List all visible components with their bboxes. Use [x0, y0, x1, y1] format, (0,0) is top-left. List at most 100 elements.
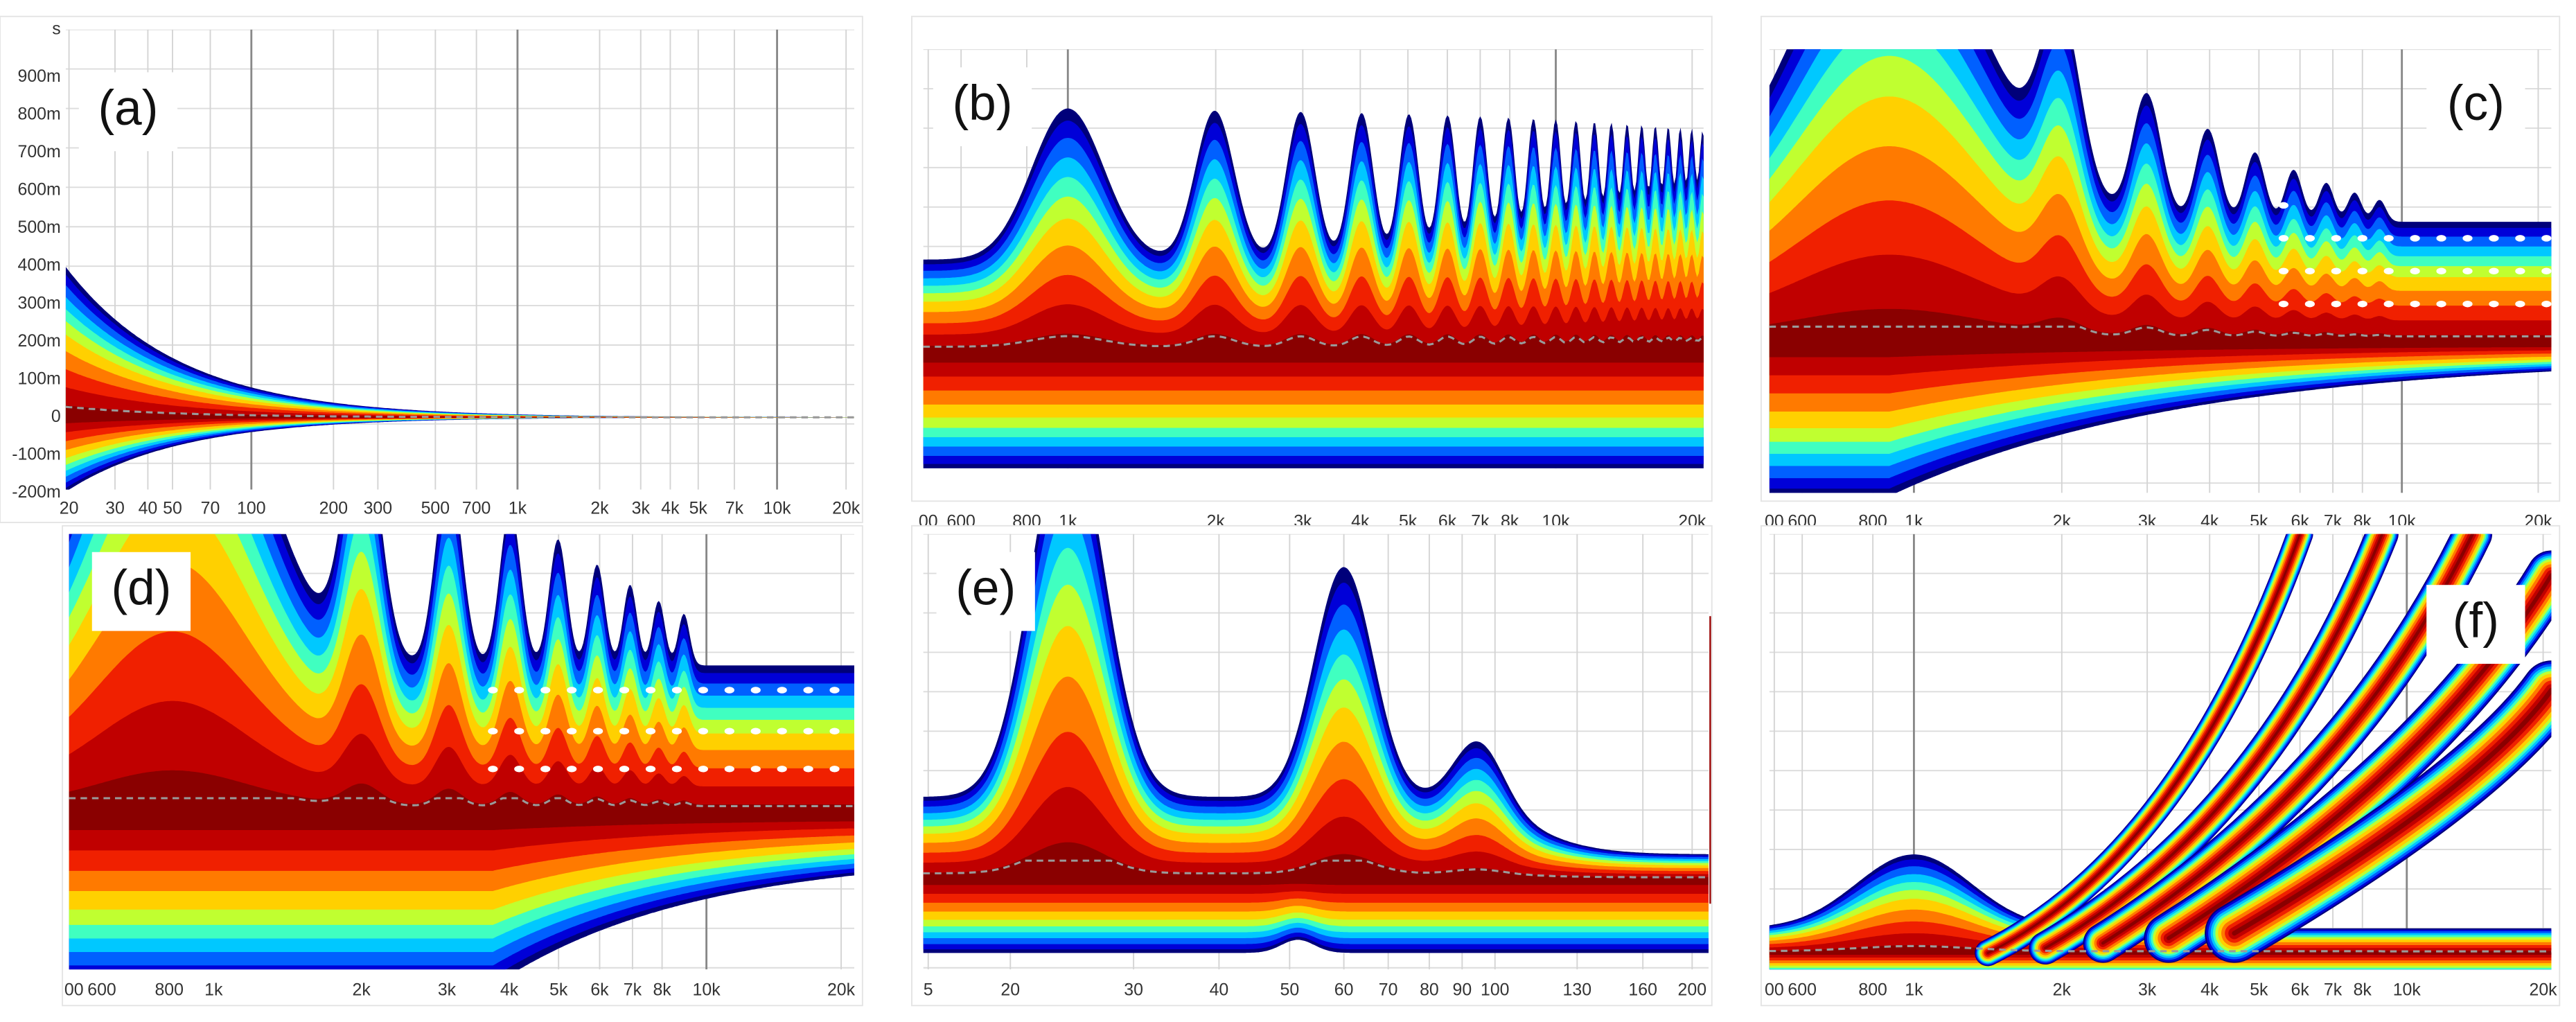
- x-tick-label: 50: [1280, 980, 1300, 1000]
- y-tick-label: 800m: [18, 105, 61, 124]
- hole: [619, 728, 630, 735]
- hole: [671, 728, 682, 735]
- panel: 00 600 800 1k 2k 3k 4k 5k 6k 7k 8k 10k 20k (f): [1760, 525, 2561, 1007]
- hole: [2278, 267, 2289, 275]
- hole: [488, 687, 498, 694]
- hole: [645, 728, 656, 735]
- heat-band: [65, 297, 855, 477]
- x-tick-label: 6k: [2291, 980, 2310, 1000]
- hole: [671, 687, 682, 694]
- y-tick-label: 300m: [18, 293, 61, 312]
- x-tick-label: 5k: [549, 980, 568, 1000]
- x-tick-label: 7k: [624, 980, 642, 1000]
- hole: [2278, 300, 2289, 308]
- hole: [2331, 267, 2341, 275]
- hole: [645, 687, 656, 694]
- panel: 00 600 800 1k 2k 3k 4k 5k 6k 7k 8k 10k 20k (d): [62, 525, 863, 1007]
- hole: [2436, 300, 2446, 308]
- hole: [2357, 235, 2367, 242]
- x-tick-label: 1k: [204, 980, 223, 1000]
- x-tick-label: 70: [201, 499, 220, 518]
- x-tick-label: 00: [64, 980, 84, 1000]
- hole: [2304, 300, 2315, 308]
- hole: [803, 687, 813, 694]
- x-tick-label: 30: [105, 499, 125, 518]
- x-tick-label: 4k: [661, 499, 680, 518]
- x-tick-label: 4k: [500, 980, 519, 1000]
- group-delay-line: [923, 859, 1709, 879]
- y-tick-label: 0: [51, 407, 61, 426]
- x-tick-label: 300: [364, 499, 393, 518]
- x-tick-label: 600: [87, 980, 116, 1000]
- hole: [2489, 300, 2499, 308]
- group-delay-line: [1769, 325, 2552, 337]
- hole: [750, 766, 761, 773]
- hole: [2436, 235, 2446, 242]
- hole: [514, 728, 524, 735]
- hole: [2278, 235, 2289, 242]
- plot-area: [923, 534, 1709, 970]
- x-tick-label: 1k: [1905, 980, 1923, 1000]
- hole: [540, 766, 551, 773]
- x-tick-label: 5k: [2250, 980, 2268, 1000]
- hole: [514, 766, 524, 773]
- hole: [698, 766, 708, 773]
- hole: [2489, 235, 2499, 242]
- hole: [698, 687, 708, 694]
- plot-area: [65, 29, 855, 490]
- x-tick-label: 8k: [2354, 980, 2372, 1000]
- x-tick-label: 7k: [725, 499, 744, 518]
- y-tick-label: 600m: [18, 180, 61, 200]
- hole: [2357, 267, 2367, 275]
- hole: [488, 728, 498, 735]
- heat-band: [1769, 308, 2552, 358]
- hole: [514, 687, 524, 694]
- hole: [2489, 267, 2499, 275]
- x-tick-label: 2k: [2053, 980, 2072, 1000]
- hole: [2541, 300, 2552, 308]
- hole: [619, 766, 630, 773]
- x-tick-label: 200: [319, 499, 349, 518]
- x-tick-label: 5: [924, 980, 933, 1000]
- group-delay-line: [1769, 944, 2552, 953]
- hole: [592, 728, 603, 735]
- heat-band: [65, 321, 855, 466]
- heat-stripe: [2232, 687, 2552, 936]
- x-tick-label: 40: [1210, 980, 1229, 1000]
- panel-label: (c): [2447, 76, 2505, 131]
- x-tick-label: 2k: [353, 980, 371, 1000]
- x-tick-label: 30: [1124, 980, 1143, 1000]
- hole: [2383, 267, 2394, 275]
- hole: [2515, 267, 2525, 275]
- hole: [724, 687, 734, 694]
- hole: [2304, 235, 2315, 242]
- x-tick-label: 700: [462, 499, 491, 518]
- group-delay-line: [923, 335, 1703, 348]
- label-background: [936, 552, 1035, 631]
- hole: [2383, 235, 2394, 242]
- hole: [2410, 300, 2420, 308]
- hole: [592, 687, 603, 694]
- y-tick-label: -200m: [12, 482, 61, 502]
- hole: [829, 766, 840, 773]
- group-delay-line: [69, 797, 855, 807]
- hole: [2410, 267, 2420, 275]
- panel-label: (f): [2453, 594, 2499, 649]
- heat-stripe: [2044, 534, 2384, 950]
- hole: [724, 728, 734, 735]
- hole: [488, 766, 498, 773]
- hole: [777, 766, 787, 773]
- hole: [698, 728, 708, 735]
- x-tick-label: 70: [1379, 980, 1398, 1000]
- hole: [2462, 300, 2473, 308]
- hole: [829, 728, 840, 735]
- x-tick-label: 1k: [509, 499, 527, 518]
- label-background: [91, 552, 191, 631]
- heat-band: [65, 274, 855, 488]
- hole: [671, 766, 682, 773]
- x-tick-label: 100: [1481, 980, 1510, 1000]
- hole: [567, 728, 577, 735]
- hole: [2436, 267, 2446, 275]
- hole: [2357, 300, 2367, 308]
- label-background: [2426, 585, 2525, 664]
